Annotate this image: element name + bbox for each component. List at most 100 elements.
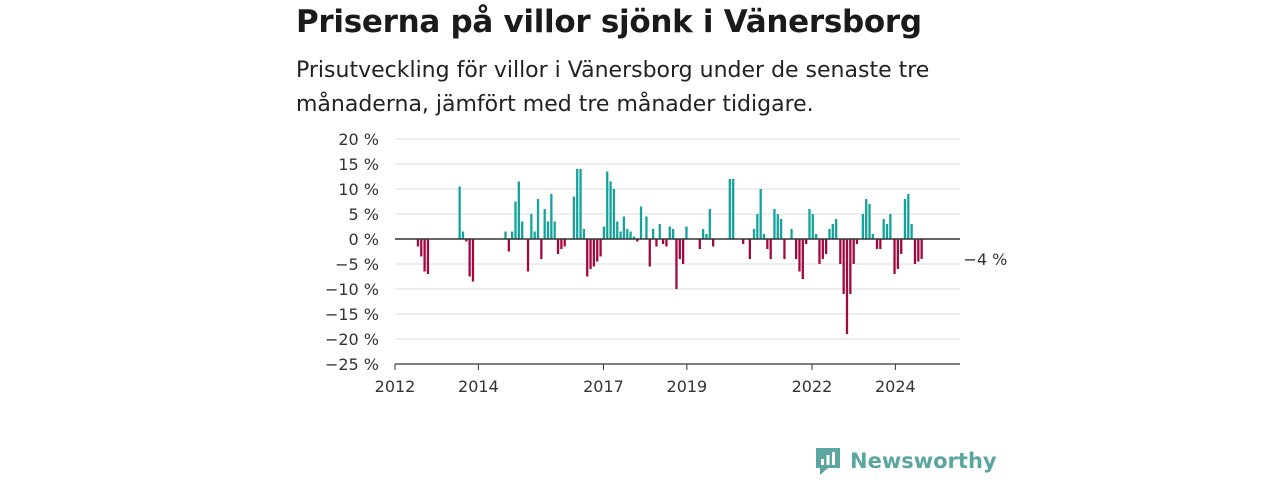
bar bbox=[619, 231, 622, 239]
bar bbox=[616, 221, 619, 239]
bar bbox=[773, 209, 776, 239]
bar bbox=[586, 239, 589, 277]
bar bbox=[681, 239, 685, 264]
bar bbox=[917, 239, 920, 262]
bar bbox=[804, 239, 808, 244]
y-tick-label: 5 % bbox=[349, 205, 379, 224]
bar bbox=[596, 239, 599, 262]
bar bbox=[821, 239, 824, 259]
bar bbox=[828, 229, 831, 239]
y-tick-label: −10 % bbox=[325, 280, 379, 299]
bar bbox=[913, 239, 917, 264]
bar bbox=[556, 239, 560, 254]
bar bbox=[808, 209, 811, 239]
bar bbox=[882, 219, 885, 239]
bar bbox=[609, 181, 612, 239]
bar bbox=[849, 239, 852, 294]
bar bbox=[845, 239, 849, 334]
bar bbox=[855, 239, 859, 244]
y-tick-label: 0 % bbox=[349, 230, 379, 249]
bar bbox=[842, 239, 845, 294]
bar bbox=[748, 239, 751, 259]
bar bbox=[648, 239, 651, 267]
bar bbox=[651, 229, 655, 239]
bar bbox=[868, 204, 871, 239]
x-tick-label: 2012 bbox=[375, 377, 416, 396]
bar bbox=[507, 239, 510, 252]
newsworthy-logo-text: Newsworthy bbox=[850, 449, 997, 473]
newsworthy-logo: Newsworthy bbox=[814, 446, 997, 476]
bar bbox=[632, 236, 636, 239]
bar bbox=[612, 189, 616, 239]
bar bbox=[712, 239, 715, 247]
bar bbox=[879, 239, 882, 249]
bar bbox=[835, 219, 838, 239]
bar bbox=[708, 209, 711, 239]
bar bbox=[572, 196, 576, 239]
bar bbox=[468, 239, 471, 277]
bar bbox=[458, 186, 461, 239]
bar bbox=[553, 221, 556, 239]
bar bbox=[900, 239, 903, 254]
chart-subtitle: Prisutveckling för villor i Vänersborg u… bbox=[296, 58, 930, 117]
bar bbox=[903, 199, 907, 239]
bar bbox=[779, 219, 783, 239]
bar bbox=[589, 239, 592, 269]
bar bbox=[769, 239, 772, 259]
bar bbox=[875, 239, 879, 249]
bar bbox=[732, 179, 735, 239]
bar bbox=[728, 179, 731, 239]
bar bbox=[504, 231, 507, 239]
bar bbox=[759, 189, 762, 239]
bar bbox=[893, 239, 896, 274]
bar bbox=[665, 239, 668, 247]
bar bbox=[678, 239, 681, 259]
bar bbox=[526, 239, 530, 272]
bar-layer bbox=[416, 169, 923, 334]
bar bbox=[426, 239, 430, 274]
bar bbox=[698, 239, 701, 249]
bar bbox=[606, 171, 609, 239]
bar bbox=[655, 239, 658, 247]
bar bbox=[546, 221, 550, 239]
bar bbox=[685, 226, 688, 239]
bar bbox=[517, 181, 520, 239]
bar bbox=[530, 214, 533, 239]
x-tick-label: 2017 bbox=[583, 377, 624, 396]
y-tick-label: 15 % bbox=[338, 155, 379, 174]
y-tick-label: −5 % bbox=[335, 255, 379, 274]
x-tick-label: 2024 bbox=[875, 377, 916, 396]
bar bbox=[889, 214, 892, 239]
bar bbox=[766, 239, 769, 249]
bar bbox=[622, 216, 626, 239]
newsworthy-logo-icon bbox=[816, 448, 840, 475]
bar bbox=[831, 224, 834, 239]
bar bbox=[668, 226, 671, 239]
bar bbox=[783, 239, 786, 259]
bar bbox=[533, 231, 536, 239]
bar bbox=[852, 239, 855, 264]
x-tick-label: 2014 bbox=[458, 377, 499, 396]
bar bbox=[798, 239, 801, 272]
bar bbox=[629, 231, 632, 239]
bar bbox=[511, 231, 514, 239]
bar bbox=[471, 239, 475, 282]
bar bbox=[762, 234, 766, 239]
x-tick-label: 2022 bbox=[792, 377, 833, 396]
chart-title: Priserna på villor sjönk i Vänersborg bbox=[296, 4, 922, 40]
bar bbox=[742, 239, 745, 244]
bar bbox=[636, 239, 639, 242]
y-tick-label: 20 % bbox=[338, 130, 379, 149]
bar bbox=[811, 214, 814, 239]
y-tick-label: −15 % bbox=[325, 305, 379, 324]
bar bbox=[560, 239, 563, 249]
bar bbox=[550, 194, 553, 239]
bar bbox=[907, 194, 910, 239]
bar bbox=[871, 234, 874, 239]
bar bbox=[599, 239, 602, 257]
latest-value-label: −4 % bbox=[963, 250, 1007, 269]
bar bbox=[756, 214, 759, 239]
bar bbox=[818, 239, 821, 264]
bar bbox=[661, 239, 665, 244]
